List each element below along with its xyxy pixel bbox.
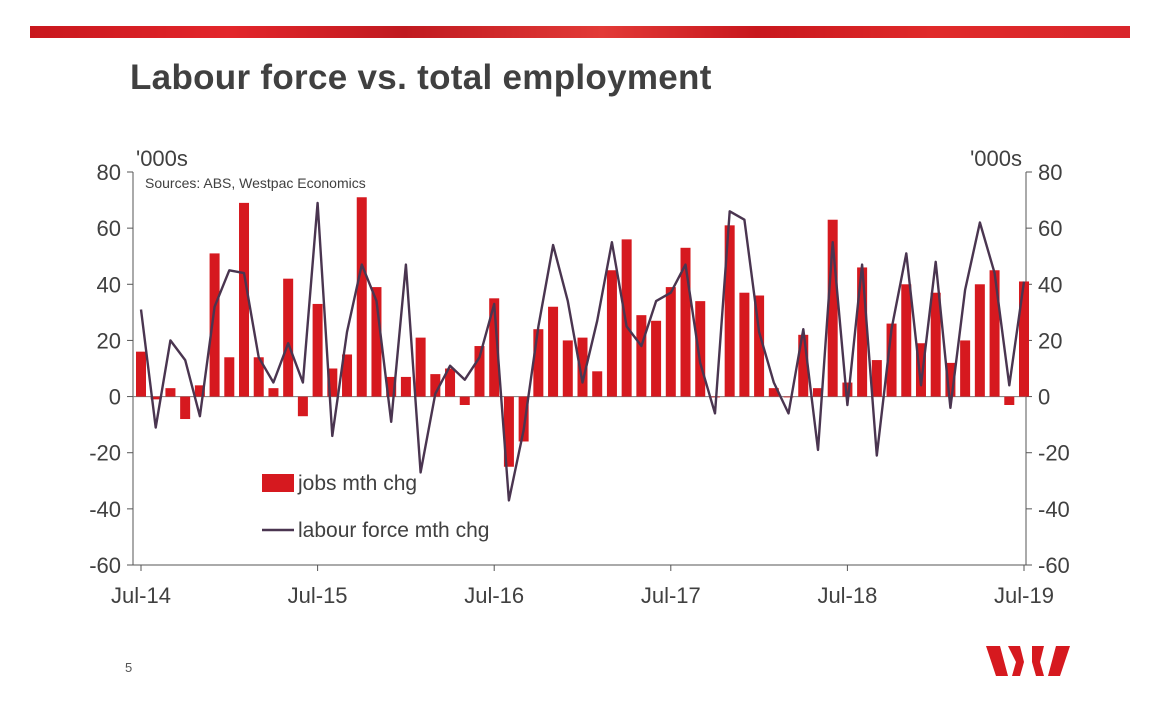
jobs-bar [209, 253, 220, 397]
x-tick-label: Jul-19 [994, 583, 1054, 608]
jobs-bar [857, 267, 868, 397]
right-unit-label: '000s [970, 146, 1022, 171]
left-tick-label: 0 [109, 385, 121, 410]
jobs-bar [871, 360, 882, 397]
jobs-bar [489, 298, 500, 397]
jobs-bar [474, 346, 485, 397]
jobs-bar [680, 247, 691, 397]
jobs-bar [709, 396, 720, 398]
jobs-bar [798, 334, 809, 397]
legend-line-label: labour force mth chg [298, 519, 489, 542]
jobs-bar [386, 376, 397, 397]
westpac-logo-icon [986, 646, 1070, 676]
jobs-bar [400, 376, 411, 397]
legend: jobs mth chg labour force mth chg [262, 472, 489, 542]
jobs-bar [224, 357, 235, 397]
right-tick-label: 0 [1038, 385, 1050, 410]
x-tick-label: Jul-16 [464, 583, 524, 608]
jobs-bar [621, 239, 632, 397]
jobs-bar [356, 197, 367, 397]
jobs-bar [960, 340, 971, 397]
jobs-bar [503, 396, 514, 467]
jobs-bar [915, 343, 926, 397]
jobs-bar [150, 396, 161, 400]
right-tick-label: 20 [1038, 328, 1062, 353]
left-tick-label: 20 [97, 328, 121, 353]
legend-bar-swatch [262, 474, 294, 492]
right-tick-label: -20 [1038, 441, 1070, 466]
jobs-bar [239, 202, 250, 397]
source-note: Sources: ABS, Westpac Economics [145, 175, 366, 191]
jobs-bar [812, 388, 823, 397]
jobs-bar [312, 303, 323, 397]
jobs-bar [180, 396, 191, 420]
jobs-bar [842, 382, 853, 397]
left-tick-label: -20 [89, 441, 121, 466]
labour-force-line [139, 201, 1026, 502]
jobs-bar [327, 368, 338, 397]
jobs-bar [135, 351, 147, 397]
jobs-bar [768, 388, 779, 397]
jobs-bar [783, 396, 794, 398]
jobs-bar [194, 385, 205, 397]
jobs-bar [1018, 281, 1030, 397]
right-tick-label: -60 [1038, 553, 1070, 578]
jobs-bar [930, 292, 941, 397]
x-tick-label: Jul-14 [111, 583, 171, 608]
slide-title: Labour force vs. total employment [130, 58, 712, 97]
jobs-bar [533, 329, 544, 397]
right-tick-label: 60 [1038, 216, 1062, 241]
top-accent-bar [30, 26, 1130, 38]
jobs-bar [989, 270, 1000, 397]
jobs-bars [135, 197, 1030, 467]
x-tick-label: Jul-15 [288, 583, 348, 608]
jobs-bar [592, 371, 603, 397]
jobs-bar [371, 287, 382, 397]
x-tick-label: Jul-17 [641, 583, 701, 608]
jobs-bar [901, 284, 912, 397]
left-tick-label: 80 [97, 160, 121, 185]
chart-labels: -60 -60 -40 -40 -20 -20 0 0 20 20 40 40 60 60 80 80 Jul-… [89, 160, 1070, 608]
left-tick-label: -60 [89, 553, 121, 578]
page-number: 5 [125, 660, 133, 675]
jobs-bar [253, 357, 264, 397]
jobs-bar [724, 225, 735, 397]
jobs-bar [651, 320, 662, 397]
right-tick-label: -40 [1038, 497, 1070, 522]
left-unit-label: '000s [136, 146, 188, 171]
jobs-bar [342, 354, 353, 397]
x-tick-label: Jul-18 [817, 583, 877, 608]
jobs-bar [636, 315, 647, 397]
jobs-bar [1004, 396, 1015, 405]
right-tick-label: 40 [1038, 272, 1062, 297]
jobs-bar [518, 396, 529, 442]
jobs-bar [945, 362, 956, 397]
jobs-bar [562, 340, 573, 397]
jobs-bar [827, 219, 838, 397]
left-tick-label: 40 [97, 272, 121, 297]
jobs-bar [886, 323, 897, 397]
right-tick-label: 80 [1038, 160, 1062, 185]
jobs-bar [445, 368, 456, 397]
jobs-bar [165, 388, 176, 397]
jobs-bar [606, 270, 617, 397]
left-tick-label: 60 [97, 216, 121, 241]
left-tick-label: -40 [89, 497, 121, 522]
jobs-bar [548, 306, 559, 397]
jobs-bar [665, 287, 676, 397]
jobs-bar [695, 301, 706, 397]
jobs-bar [974, 284, 985, 397]
jobs-bar [283, 278, 294, 397]
jobs-bar [268, 388, 279, 397]
jobs-bar [739, 292, 750, 397]
jobs-bar [415, 337, 426, 397]
jobs-bar [430, 374, 441, 397]
legend-bar-label: jobs mth chg [297, 472, 417, 495]
jobs-bar [459, 396, 470, 405]
jobs-bar [577, 337, 588, 397]
labour-force-line-layer [139, 201, 1026, 502]
jobs-bar [297, 396, 308, 417]
jobs-bar [754, 295, 765, 397]
